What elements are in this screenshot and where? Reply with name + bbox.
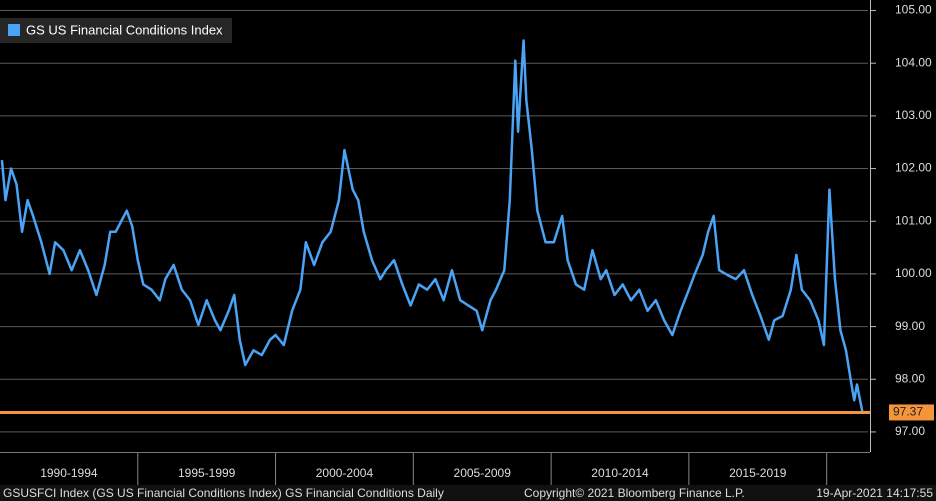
footer-left: GSUSFCI Index (GS US Financial Condition… xyxy=(3,486,444,500)
y-tick-label: 102.00 xyxy=(895,161,932,175)
x-tick-label: 2015-2019 xyxy=(729,466,787,480)
y-tick-label: 104.00 xyxy=(895,55,932,69)
y-tick-label: 99.00 xyxy=(895,319,925,333)
y-tick-label: 103.00 xyxy=(895,108,932,122)
y-tick-label: 97.00 xyxy=(895,424,925,438)
x-tick-label: 2010-2014 xyxy=(591,466,649,480)
x-tick-label: 1995-1999 xyxy=(178,466,236,480)
data-line xyxy=(0,39,864,413)
legend-label: GS US Financial Conditions Index xyxy=(26,22,223,37)
y-tick-label: 98.00 xyxy=(895,371,925,385)
footer-center: Copyright© 2021 Bloomberg Finance L.P. xyxy=(524,486,745,500)
last-value-box xyxy=(889,404,934,421)
plot: 97.00 98.00 99.00 100.00 101.00 102.00 103.00 1… xyxy=(0,3,934,485)
last-value-label: 97.37 xyxy=(893,405,923,419)
y-tick-label: 105.00 xyxy=(895,3,932,17)
legend-swatch xyxy=(8,24,20,36)
legend-box xyxy=(0,18,232,43)
footer-bar xyxy=(0,485,936,501)
footer-right: 19-Apr-2021 14:17:55 xyxy=(816,486,933,500)
y-tick-label: 101.00 xyxy=(895,213,932,227)
y-tick-label: 100.00 xyxy=(895,266,932,280)
x-tick-label: 2000-2004 xyxy=(316,466,374,480)
x-tick-label: 1990-1994 xyxy=(40,466,98,480)
x-tick-label: 2005-2009 xyxy=(454,466,512,480)
